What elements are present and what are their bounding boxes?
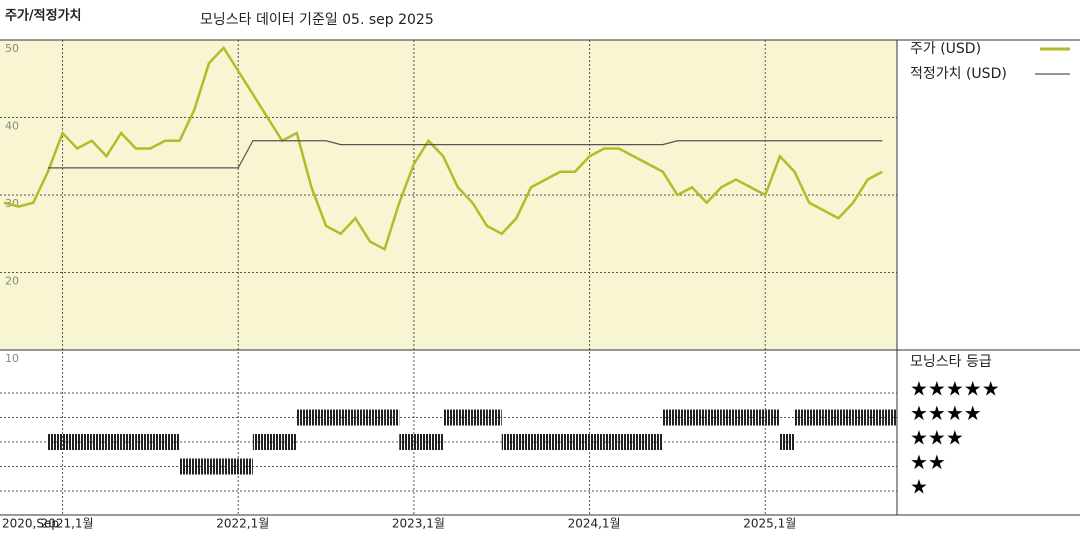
rating-bar [238,458,253,475]
chart-subtitle: 모닝스타 데이터 기준일 05. sep 2025 [200,12,434,28]
rating-bar [853,409,868,426]
rating-bar [545,434,561,450]
rating-bar [267,434,283,450]
rating-bar [677,409,693,426]
rating-bar [765,409,780,426]
rating-legend-stars: ★★★★ [910,401,982,425]
rating-bar [340,409,356,426]
rating-bar [326,409,341,426]
rating-legend-stars: ★ [910,475,928,499]
rating-bar [648,434,663,450]
rating-bar [560,434,575,450]
rating-bar [194,458,209,475]
rating-bar [62,434,78,450]
x-tick-label: 2024,1월 [568,517,621,531]
rating-bar [589,434,605,450]
rating-bar [750,409,766,426]
rating-bar [516,434,532,450]
rating-bar [735,409,751,426]
rating-bar [794,409,810,426]
rating-bar [77,434,92,450]
rating-bar [692,409,707,426]
rating-bar [882,409,897,426]
x-tick-label: 2025,1월 [743,517,796,531]
legend-label: 주가 (USD) [910,41,981,57]
y-tick-label: 50 [5,42,19,55]
rating-bar [135,434,151,450]
rating-bar [501,434,517,450]
x-tick-label: 2023,1월 [392,517,445,531]
rating-bar [165,434,180,450]
rating-legend-stars: ★★★ [910,426,964,450]
y-tick-label: 40 [5,120,19,133]
rating-bar [633,434,649,450]
chart-title: 주가/적정가치 [5,8,82,24]
rating-bar [355,409,370,426]
rating-bar [399,434,414,450]
rating-bar [311,409,327,426]
rating-bar [604,434,619,450]
rating-bar [706,409,722,426]
rating-legend-stars: ★★ [910,450,946,474]
rating-legend-stars: ★★★★★ [910,377,1000,401]
rating-bar [457,409,473,426]
rating-bar [47,434,63,450]
rating-bar [369,409,385,426]
rating-bar [443,409,458,426]
rating-bar [867,409,883,426]
y-tick-label: 10 [5,352,19,365]
rating-bar [472,409,488,426]
rating-bar [121,434,136,450]
series-line [47,140,883,169]
rating-bar [208,458,224,475]
rating-bar [150,434,166,450]
rating-bar [91,434,107,450]
x-tick-label: 2020,Sep [2,517,59,531]
rating-bar [413,434,429,450]
y-tick-label: 20 [5,275,19,288]
rating-bar [252,434,268,450]
x-tick-label: 2021,1월 [41,517,94,531]
rating-bar [487,409,502,426]
rating-bar [223,458,239,475]
rating-bar [809,409,824,426]
rating-bar [618,434,634,450]
x-tick-label: 2022,1월 [216,517,269,531]
series-line [3,45,883,252]
rating-bar [296,409,312,426]
rating-bar [282,434,297,450]
rating-bar [838,409,854,426]
rating-bar [428,434,444,450]
legend-label: 적정가치 (USD) [910,66,1007,82]
rating-bar [106,434,122,450]
rating-bar [179,458,195,475]
rating-bar [823,409,839,426]
rating-bar [662,409,678,426]
rating-bar [531,434,546,450]
rating-bar [384,409,400,426]
rating-bar [574,434,590,450]
rating-bar [779,434,795,450]
rating-title: 모닝스타 등급 [910,354,992,370]
rating-bar [721,409,736,426]
